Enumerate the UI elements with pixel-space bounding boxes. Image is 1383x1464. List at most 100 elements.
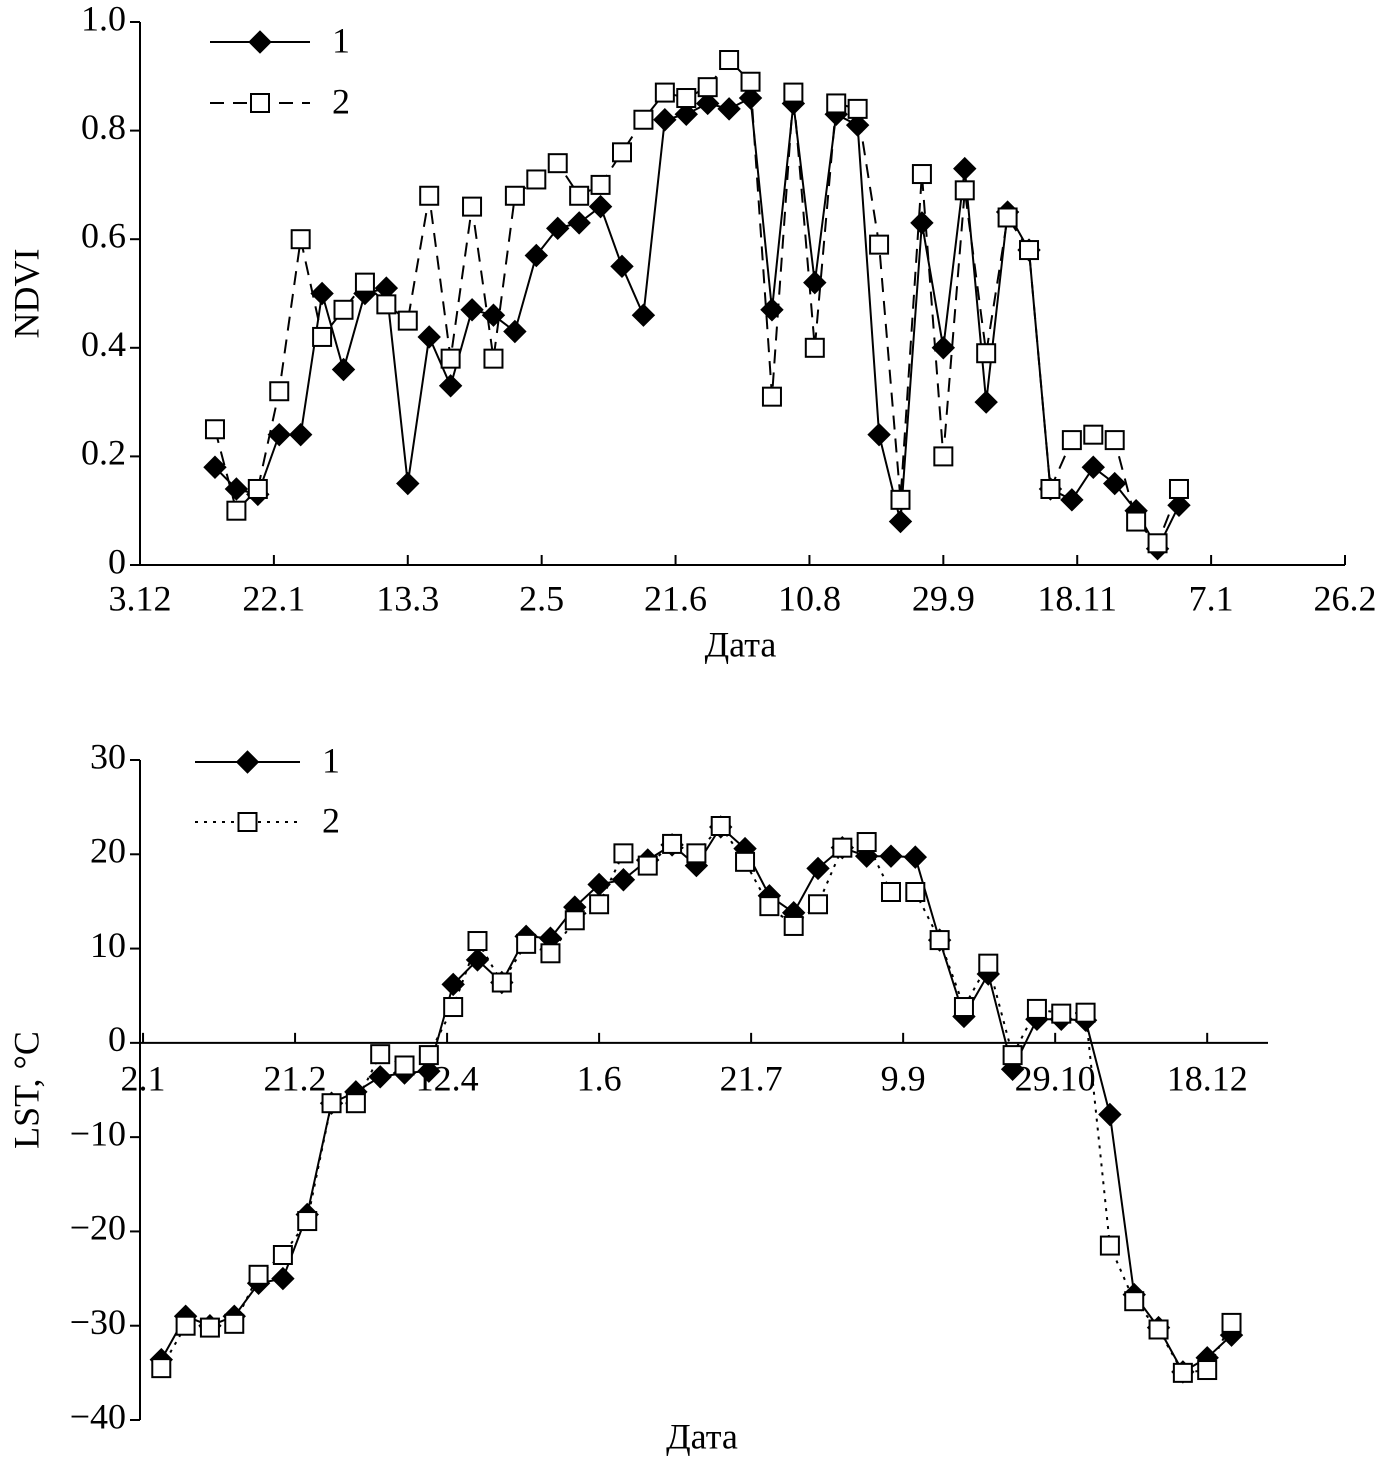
marker xyxy=(997,207,1018,228)
marker xyxy=(740,71,761,92)
marker xyxy=(394,1055,415,1076)
marker xyxy=(808,894,829,915)
marker xyxy=(483,348,504,369)
marker xyxy=(418,1045,439,1066)
marker xyxy=(354,272,375,293)
marker xyxy=(1002,1045,1023,1066)
legend-label: 2 xyxy=(332,81,350,121)
series-line xyxy=(214,96,1180,551)
marker xyxy=(290,229,311,250)
marker xyxy=(267,422,291,447)
x-tick-label: 21.7 xyxy=(720,1058,783,1098)
marker xyxy=(953,997,974,1018)
marker xyxy=(631,303,656,327)
y-tick-label: 0.8 xyxy=(81,107,126,147)
marker xyxy=(272,1245,293,1265)
x-tick-label: 29.9 xyxy=(912,578,975,618)
marker xyxy=(760,298,784,322)
marker xyxy=(978,953,999,974)
marker xyxy=(783,915,804,936)
marker xyxy=(547,153,568,174)
marker xyxy=(1148,1319,1169,1340)
marker xyxy=(588,194,613,219)
marker xyxy=(288,422,313,447)
marker xyxy=(612,142,632,163)
marker xyxy=(438,374,463,398)
marker xyxy=(719,50,740,71)
legend-marker xyxy=(248,30,272,54)
marker xyxy=(1168,478,1189,499)
marker xyxy=(1197,1360,1218,1381)
marker xyxy=(931,336,956,360)
marker xyxy=(637,855,658,876)
marker xyxy=(845,113,870,137)
marker xyxy=(333,299,354,320)
marker xyxy=(783,82,804,103)
marker xyxy=(546,216,570,241)
y-tick-label: −20 xyxy=(70,1208,126,1248)
y-tick-label: 1.0 xyxy=(81,0,126,38)
marker xyxy=(516,933,537,954)
marker xyxy=(297,1211,318,1232)
x-tick-label: 3.12 xyxy=(109,578,172,618)
marker xyxy=(1081,455,1105,479)
marker xyxy=(1126,511,1147,532)
marker xyxy=(590,174,611,195)
x-tick-label: 26.2 xyxy=(1314,578,1377,618)
marker xyxy=(1083,424,1104,445)
marker xyxy=(697,77,718,98)
marker xyxy=(321,1093,342,1114)
marker xyxy=(1051,1003,1072,1024)
marker xyxy=(759,896,780,917)
legend-label: 1 xyxy=(322,740,340,780)
marker xyxy=(1061,430,1082,451)
marker xyxy=(976,343,997,364)
marker xyxy=(611,868,636,892)
marker xyxy=(564,910,585,931)
marker xyxy=(368,1065,392,1089)
marker xyxy=(869,234,890,255)
marker xyxy=(735,851,756,872)
marker xyxy=(903,845,928,869)
marker xyxy=(524,243,549,268)
marker xyxy=(686,843,707,864)
x-tick-label: 13.3 xyxy=(376,578,439,618)
y-axis-label: NDVI xyxy=(6,249,46,339)
marker xyxy=(832,837,853,858)
marker xyxy=(880,882,901,902)
y-tick-label: 30 xyxy=(90,736,126,776)
x-tick-label: 10.8 xyxy=(778,578,841,618)
y-tick-label: 0.4 xyxy=(81,324,126,364)
marker xyxy=(224,1313,245,1334)
x-tick-label: 2.5 xyxy=(519,578,564,618)
marker xyxy=(1099,1235,1120,1256)
marker xyxy=(443,997,464,1018)
marker xyxy=(905,882,926,902)
x-tick-label: 18.12 xyxy=(1167,1058,1248,1098)
marker xyxy=(331,357,356,382)
marker xyxy=(1040,478,1061,499)
marker xyxy=(890,489,911,510)
marker xyxy=(204,419,225,440)
y-tick-label: 20 xyxy=(90,831,126,871)
marker xyxy=(203,455,227,479)
marker xyxy=(929,930,950,951)
x-tick-label: 18.11 xyxy=(1037,578,1117,618)
y-tick-label: 0 xyxy=(108,1019,126,1059)
marker xyxy=(1060,488,1084,512)
marker xyxy=(953,156,977,181)
marker xyxy=(1104,430,1125,451)
marker xyxy=(954,180,975,201)
marker xyxy=(175,1315,196,1336)
marker xyxy=(467,931,488,952)
marker xyxy=(370,1044,391,1065)
marker xyxy=(674,102,698,127)
marker xyxy=(910,211,934,235)
marker xyxy=(503,319,527,344)
marker xyxy=(569,185,590,206)
marker xyxy=(419,185,440,206)
marker xyxy=(1103,471,1127,496)
marker xyxy=(460,298,484,322)
x-tick-label: 9.9 xyxy=(881,1058,926,1098)
